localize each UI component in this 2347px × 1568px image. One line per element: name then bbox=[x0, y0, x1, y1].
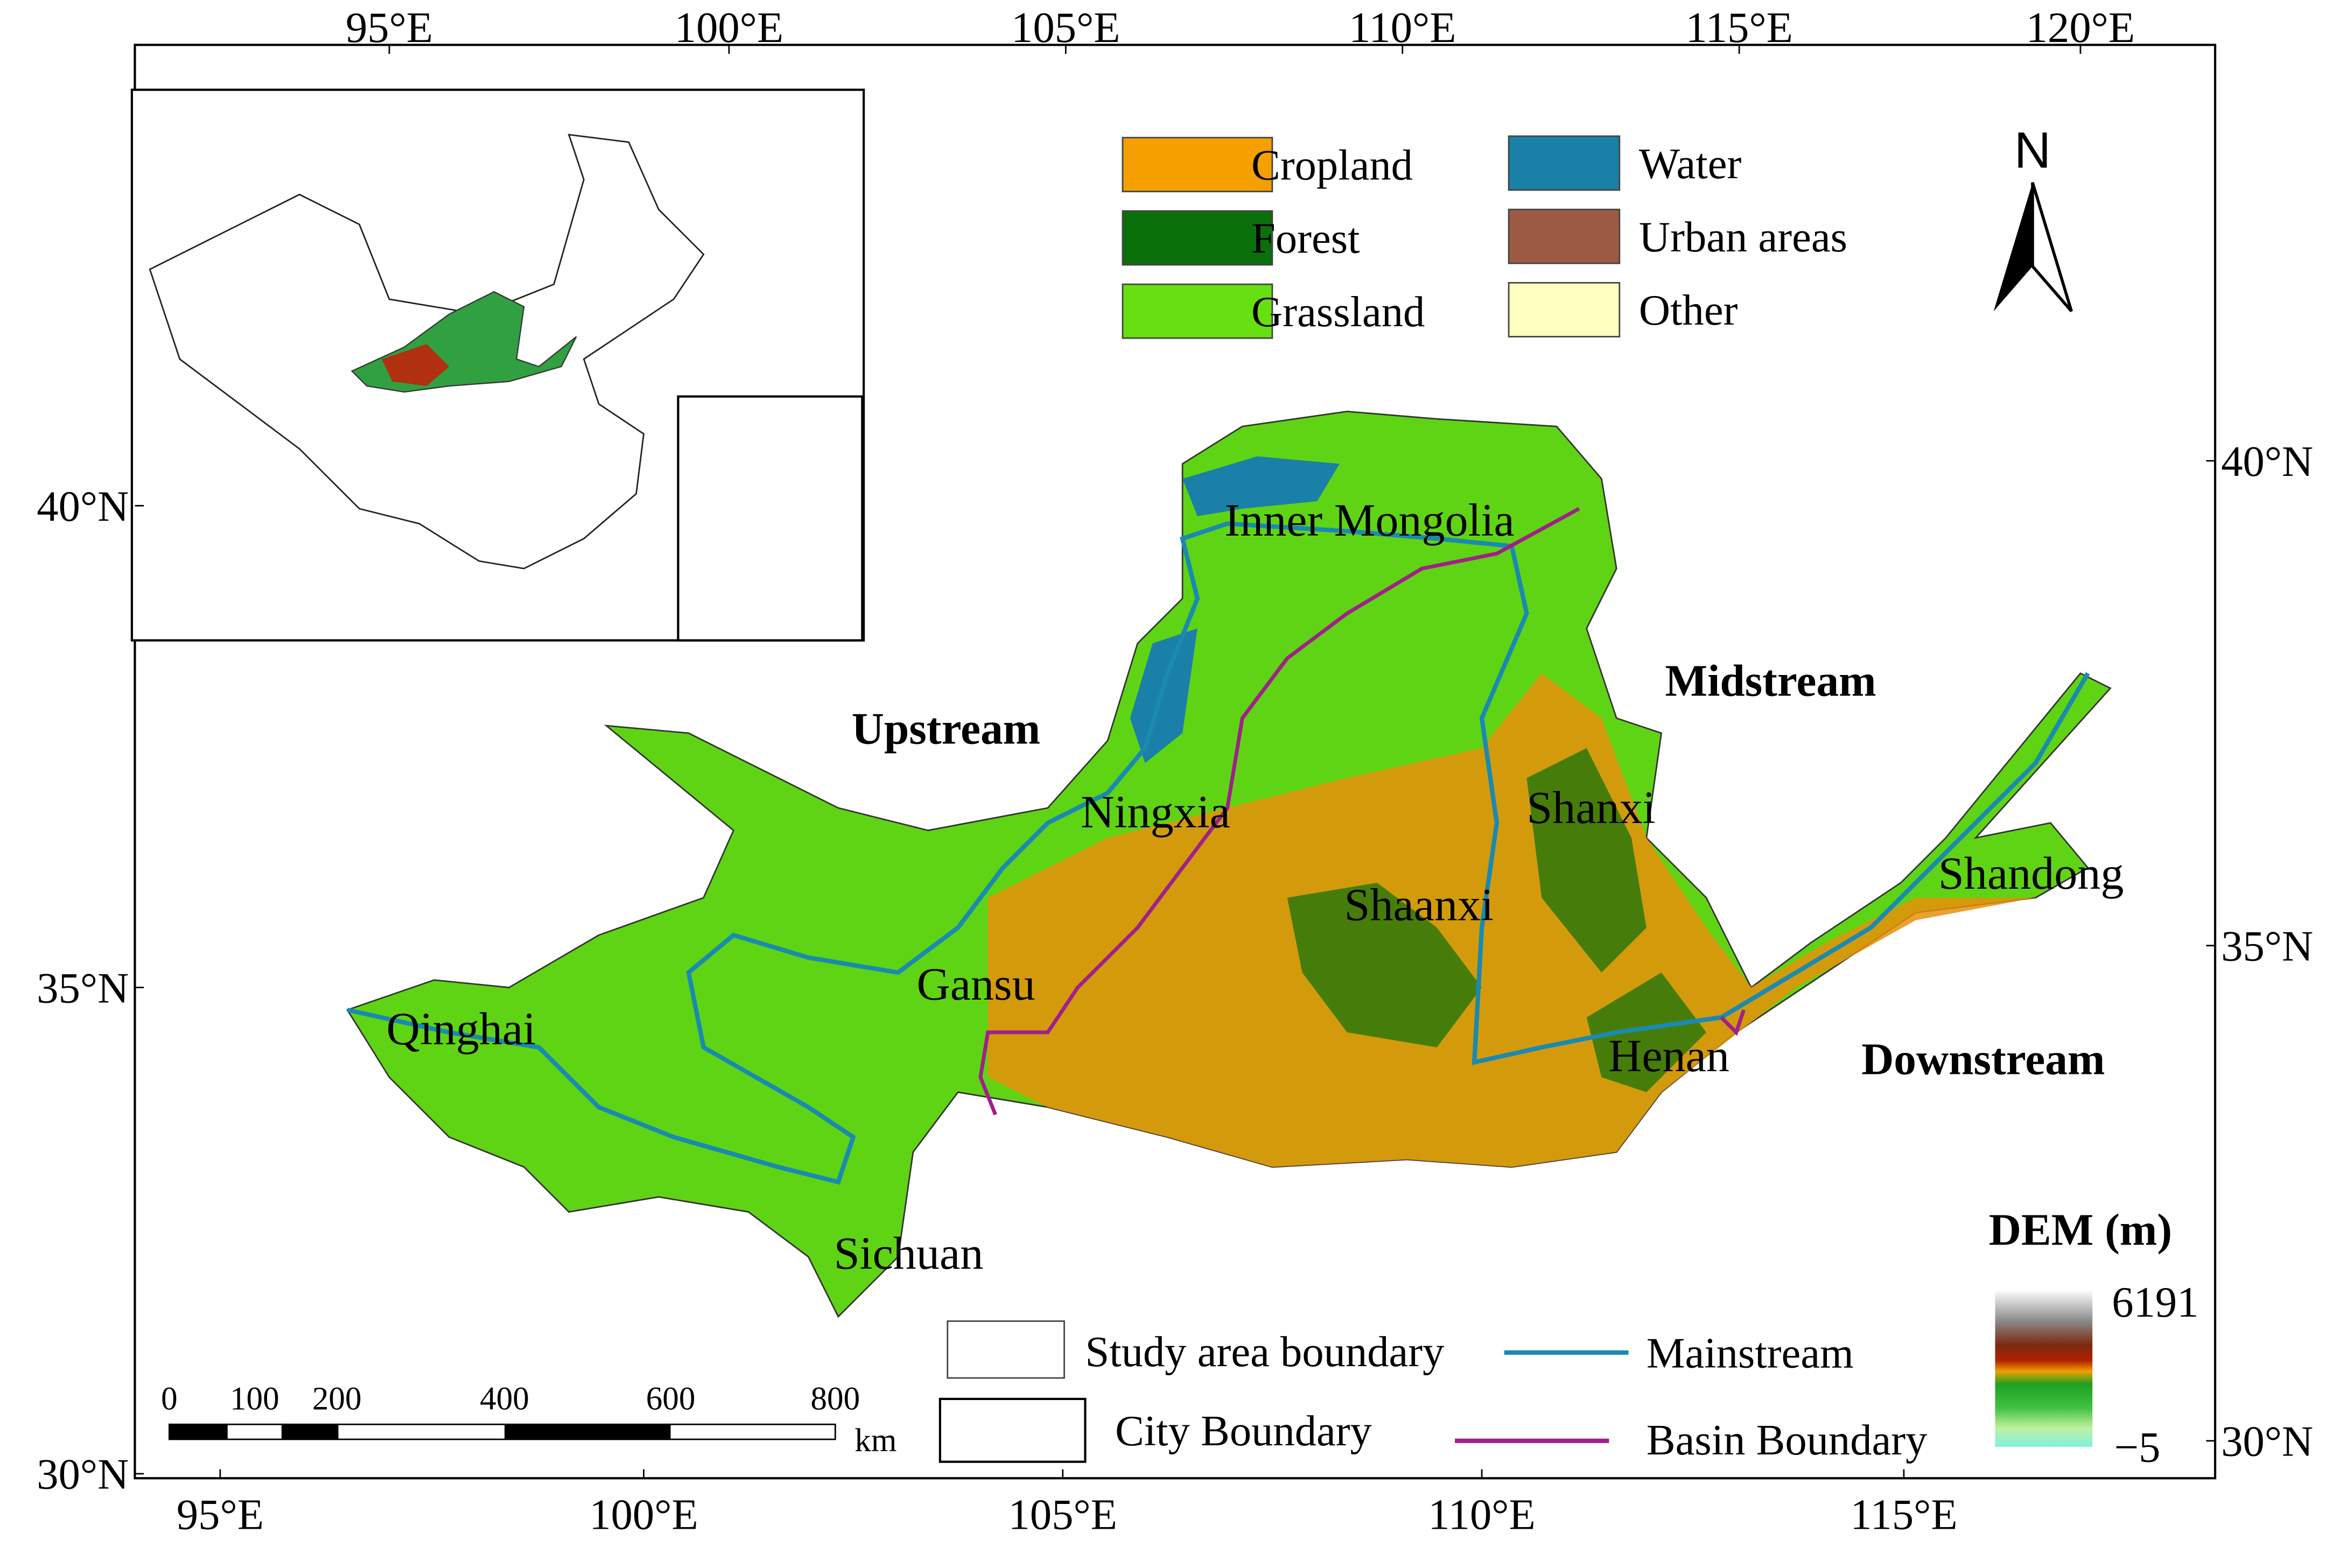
north-arrow bbox=[2031, 182, 2073, 312]
region-label: Sichuan bbox=[834, 1227, 984, 1279]
lon-label: 95°E bbox=[346, 4, 433, 52]
legend-label: Cropland bbox=[1251, 142, 1413, 189]
lon-label: 120°E bbox=[2026, 4, 2135, 52]
scale-unit: km bbox=[854, 1423, 896, 1459]
region-label: Gansu bbox=[917, 958, 1035, 1010]
lat-label: 30°N bbox=[37, 1451, 129, 1499]
reach-label: Downstream bbox=[1861, 1035, 2105, 1085]
legend-label: Mainstream bbox=[1647, 1330, 1854, 1377]
land-use-legend: Cropland Forest Grassland Water Urban ar… bbox=[1122, 135, 1847, 339]
region-label: Qinghai bbox=[387, 1003, 536, 1054]
lon-label: 115°E bbox=[1850, 1491, 1957, 1539]
lon-label: 95°E bbox=[177, 1491, 264, 1539]
scale-bar-segment bbox=[169, 1424, 228, 1439]
legend-swatch bbox=[1122, 137, 1273, 193]
cropland-area bbox=[987, 673, 2036, 1168]
legend-label: Basin Boundary bbox=[1647, 1416, 1928, 1464]
legend-swatch bbox=[938, 1397, 1087, 1463]
region-label: Shandong bbox=[1938, 847, 2124, 899]
lat-label: 35°N bbox=[2221, 922, 2313, 970]
dem-title: DEM (m) bbox=[1989, 1206, 2172, 1255]
legend-label: Water bbox=[1639, 140, 1742, 188]
lat-label: 40°N bbox=[2221, 438, 2313, 486]
lon-label: 110°E bbox=[1349, 4, 1456, 52]
legend-label: Forest bbox=[1251, 215, 1360, 263]
legend-label: Grassland bbox=[1251, 288, 1425, 336]
legend-swatch bbox=[947, 1320, 1065, 1379]
lon-label: 100°E bbox=[675, 4, 783, 52]
legend-swatch bbox=[1122, 283, 1273, 339]
reach-label: Upstream bbox=[852, 704, 1040, 754]
lon-label: 105°E bbox=[1011, 4, 1120, 52]
region-label: Ningxia bbox=[1081, 786, 1230, 838]
lon-label: 100°E bbox=[589, 1491, 698, 1539]
legend-swatch bbox=[1508, 282, 1621, 337]
water-lake bbox=[1130, 456, 1340, 763]
scale-label: 400 bbox=[480, 1381, 529, 1417]
mainstream-river bbox=[347, 521, 2090, 1185]
basin-boundary bbox=[978, 507, 1580, 1116]
legend-swatch bbox=[1508, 135, 1621, 191]
scale-bar-segment bbox=[505, 1424, 671, 1439]
region-label: Shaanxi bbox=[1344, 878, 1494, 930]
region-label: Shanxi bbox=[1526, 782, 1655, 833]
scale-label: 200 bbox=[312, 1381, 362, 1417]
lat-label: 40°N bbox=[37, 482, 129, 530]
scale-bar-frame bbox=[169, 1423, 836, 1440]
lat-label: 35°N bbox=[37, 964, 129, 1012]
lon-label: 110°E bbox=[1428, 1491, 1535, 1539]
lat-label: 30°N bbox=[2221, 1418, 2313, 1466]
reach-label: Midstream bbox=[1665, 657, 1876, 706]
scale-bar-segment bbox=[281, 1424, 339, 1439]
inset-south-sea bbox=[677, 395, 864, 642]
scale-label: 600 bbox=[646, 1381, 696, 1417]
scale-label: 100 bbox=[230, 1381, 279, 1417]
lon-label: 115°E bbox=[1686, 4, 1793, 52]
dem-colorbar bbox=[1995, 1289, 2093, 1447]
region-label: Inner Mongolia bbox=[1224, 494, 1514, 546]
lon-label: 105°E bbox=[1008, 1491, 1117, 1539]
scale-label: 0 bbox=[161, 1381, 178, 1417]
scale-label: 800 bbox=[810, 1381, 860, 1417]
basin-boundary-east bbox=[1720, 1009, 1746, 1036]
legend-swatch bbox=[1508, 208, 1621, 264]
legend-label: Study area boundary bbox=[1085, 1328, 1445, 1376]
legend-label: Urban areas bbox=[1639, 213, 1847, 261]
legend-label: City Boundary bbox=[1115, 1407, 1372, 1455]
dem-max: 6191 bbox=[2112, 1278, 2198, 1326]
legend-label: Other bbox=[1639, 286, 1738, 334]
inset-basin-high bbox=[382, 344, 450, 386]
region-label: Henan bbox=[1608, 1030, 1729, 1081]
north-label: N bbox=[2014, 122, 2051, 179]
legend-swatch bbox=[1122, 210, 1273, 266]
forest-area bbox=[1287, 748, 1707, 1093]
scale-bar: 0 100 200 400 600 800 km bbox=[161, 1381, 896, 1459]
dem-min: −5 bbox=[2114, 1424, 2161, 1472]
